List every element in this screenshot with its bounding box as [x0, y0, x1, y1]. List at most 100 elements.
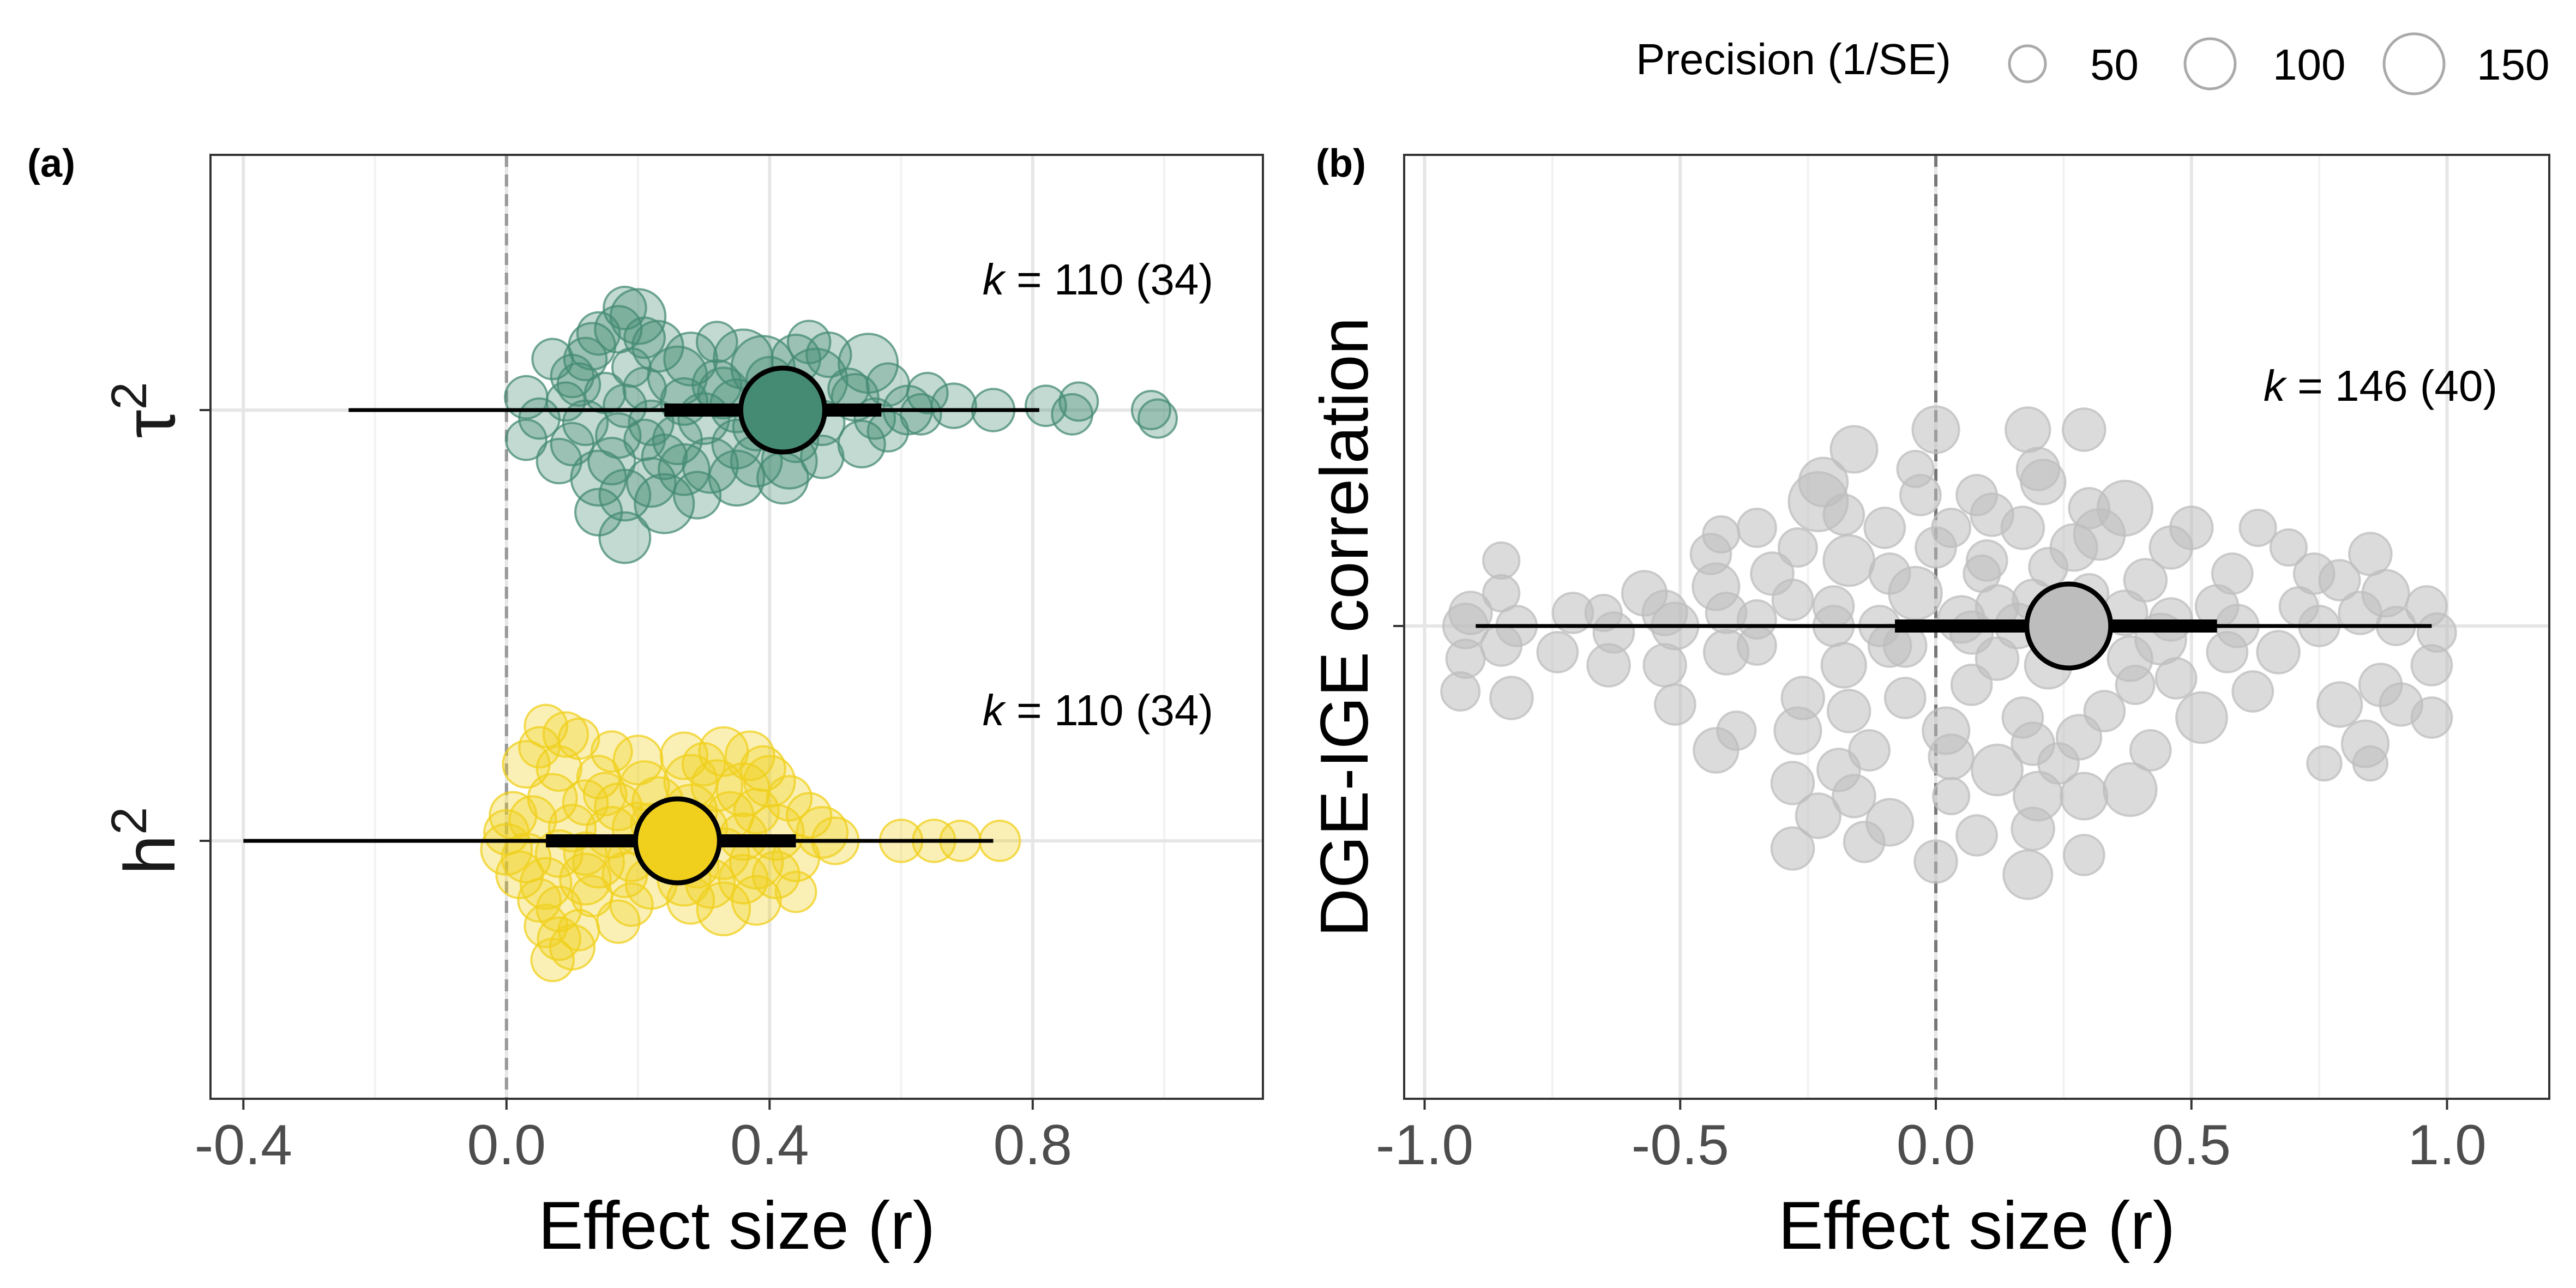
data-point: [480, 823, 533, 876]
data-point: [2062, 407, 2106, 452]
data-point: [796, 806, 849, 859]
panel-a-frame: [209, 154, 1264, 1100]
data-point: [2102, 762, 2158, 817]
data-point: [519, 857, 573, 910]
data-point: [1975, 636, 2020, 681]
data-point: [774, 870, 817, 913]
k-count: 146 (40): [2335, 362, 2497, 410]
x-tick-label: 1.0: [2408, 1114, 2487, 1177]
data-point: [1137, 398, 1178, 439]
data-point: [1971, 743, 2024, 797]
data-point: [557, 908, 600, 952]
data-point: [505, 418, 547, 461]
data-point: [2123, 558, 2168, 603]
x-tick-label: 0.4: [730, 1114, 809, 1177]
data-point: [1843, 821, 1886, 863]
data-point: [1899, 474, 1942, 516]
data-point: [1642, 643, 1687, 688]
x-tick-label: 0.0: [467, 1114, 546, 1177]
data-point: [1795, 792, 1842, 839]
legend-size-150: [2382, 32, 2446, 95]
x-tick-label: -0.5: [1632, 1114, 1729, 1177]
data-point: [542, 711, 589, 758]
data-point: [673, 471, 722, 520]
k-label: k = 110 (34): [983, 255, 1213, 304]
data-point: [2115, 665, 2156, 705]
data-point: [587, 437, 636, 486]
data-point: [2231, 670, 2274, 713]
data-point: [1440, 671, 1481, 712]
data-point: [1051, 393, 1094, 436]
data-point: [1829, 425, 1879, 474]
legend-label-50: 50: [2090, 40, 2139, 89]
data-point: [708, 449, 766, 507]
data-point: [518, 726, 561, 769]
data-point: [731, 875, 782, 926]
data-point: [598, 468, 652, 522]
data-point: [1653, 683, 1696, 726]
k-label: k = 110 (34): [983, 686, 1213, 735]
k-label: k = 146 (40): [2264, 362, 2497, 410]
data-point: [483, 809, 530, 856]
panel-b-x-title: Effect size (r): [1778, 1188, 2175, 1263]
data-point: [1480, 624, 1523, 667]
data-point: [550, 353, 595, 399]
k-equals: =: [1004, 686, 1054, 735]
data-point: [1736, 508, 1777, 548]
data-point: [1586, 643, 1631, 688]
data-point: [2011, 806, 2055, 851]
k-equals: =: [2285, 362, 2335, 410]
data-point: [786, 320, 832, 365]
data-point: [634, 473, 695, 534]
data-point: [1928, 733, 1975, 780]
data-point: [866, 410, 910, 453]
k-symbol: k: [2264, 362, 2288, 410]
legend-label-150: 150: [2477, 40, 2549, 89]
precision-legend: Precision (1/SE) 50 100 150: [1636, 32, 2549, 95]
panel-a-summary: [243, 365, 1039, 886]
data-point: [2020, 459, 2067, 505]
data-point: [682, 437, 739, 494]
y-tick-base: h: [110, 835, 190, 875]
data-point: [1955, 814, 1998, 857]
data-point: [1482, 541, 1521, 580]
data-point: [2410, 644, 2453, 687]
mean-estimate: [633, 796, 722, 886]
data-point: [2005, 406, 2051, 453]
data-point: [695, 321, 738, 364]
data-point: [2206, 631, 2249, 673]
data-point: [2256, 630, 2301, 675]
legend-title: Precision (1/SE): [1636, 35, 1951, 83]
data-point: [508, 795, 557, 844]
y-tick-label: h2: [101, 807, 190, 875]
data-point: [570, 449, 627, 507]
mean-estimate: [2024, 581, 2114, 671]
data-point: [2269, 528, 2308, 567]
data-point: [596, 899, 641, 944]
panel-a-k-labels: k = 110 (34)k = 110 (34): [983, 255, 1213, 735]
y-tick-superscript: 2: [101, 382, 157, 410]
data-point: [1950, 664, 1993, 706]
panel-a-x-title: Effect size (r): [538, 1188, 935, 1263]
data-point: [1770, 761, 1815, 805]
data-point: [1058, 381, 1099, 422]
legend-label-100: 100: [2273, 40, 2345, 89]
data-point: [598, 511, 652, 564]
k-count: 110 (34): [1054, 255, 1213, 304]
x-tick-label: 0.0: [1897, 1114, 1976, 1177]
data-point: [623, 418, 666, 461]
data-point: [1693, 727, 1740, 774]
data-point: [1826, 689, 1871, 733]
data-point: [1489, 676, 1534, 720]
data-point: [530, 937, 575, 983]
panel-b-y-title: DGE-IGE correlation: [1307, 317, 1382, 937]
data-point: [2352, 745, 2389, 782]
data-point: [1771, 579, 1814, 621]
data-point: [1963, 554, 2001, 593]
data-point: [766, 775, 813, 822]
k-symbol: k: [983, 686, 1007, 735]
data-point: [1911, 405, 1960, 454]
